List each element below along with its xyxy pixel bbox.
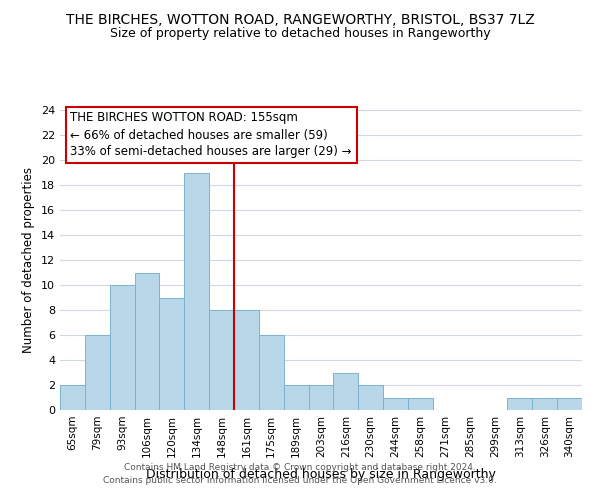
Text: THE BIRCHES, WOTTON ROAD, RANGEWORTHY, BRISTOL, BS37 7LZ: THE BIRCHES, WOTTON ROAD, RANGEWORTHY, B… — [65, 12, 535, 26]
Bar — [508, 398, 532, 410]
Bar — [160, 298, 184, 410]
Bar — [234, 310, 259, 410]
Y-axis label: Number of detached properties: Number of detached properties — [22, 167, 35, 353]
Bar — [209, 310, 234, 410]
Bar — [284, 385, 308, 410]
Bar — [110, 285, 134, 410]
Bar — [358, 385, 383, 410]
Text: Contains HM Land Registry data © Crown copyright and database right 2024.
Contai: Contains HM Land Registry data © Crown c… — [103, 463, 497, 485]
X-axis label: Distribution of detached houses by size in Rangeworthy: Distribution of detached houses by size … — [146, 468, 496, 481]
Bar — [334, 372, 358, 410]
Bar — [308, 385, 334, 410]
Bar — [532, 398, 557, 410]
Bar — [85, 335, 110, 410]
Bar — [60, 385, 85, 410]
Bar — [184, 172, 209, 410]
Bar — [383, 398, 408, 410]
Bar — [259, 335, 284, 410]
Bar — [134, 272, 160, 410]
Text: THE BIRCHES WOTTON ROAD: 155sqm
← 66% of detached houses are smaller (59)
33% of: THE BIRCHES WOTTON ROAD: 155sqm ← 66% of… — [70, 112, 352, 158]
Bar — [557, 398, 582, 410]
Text: Size of property relative to detached houses in Rangeworthy: Size of property relative to detached ho… — [110, 28, 490, 40]
Bar — [408, 398, 433, 410]
